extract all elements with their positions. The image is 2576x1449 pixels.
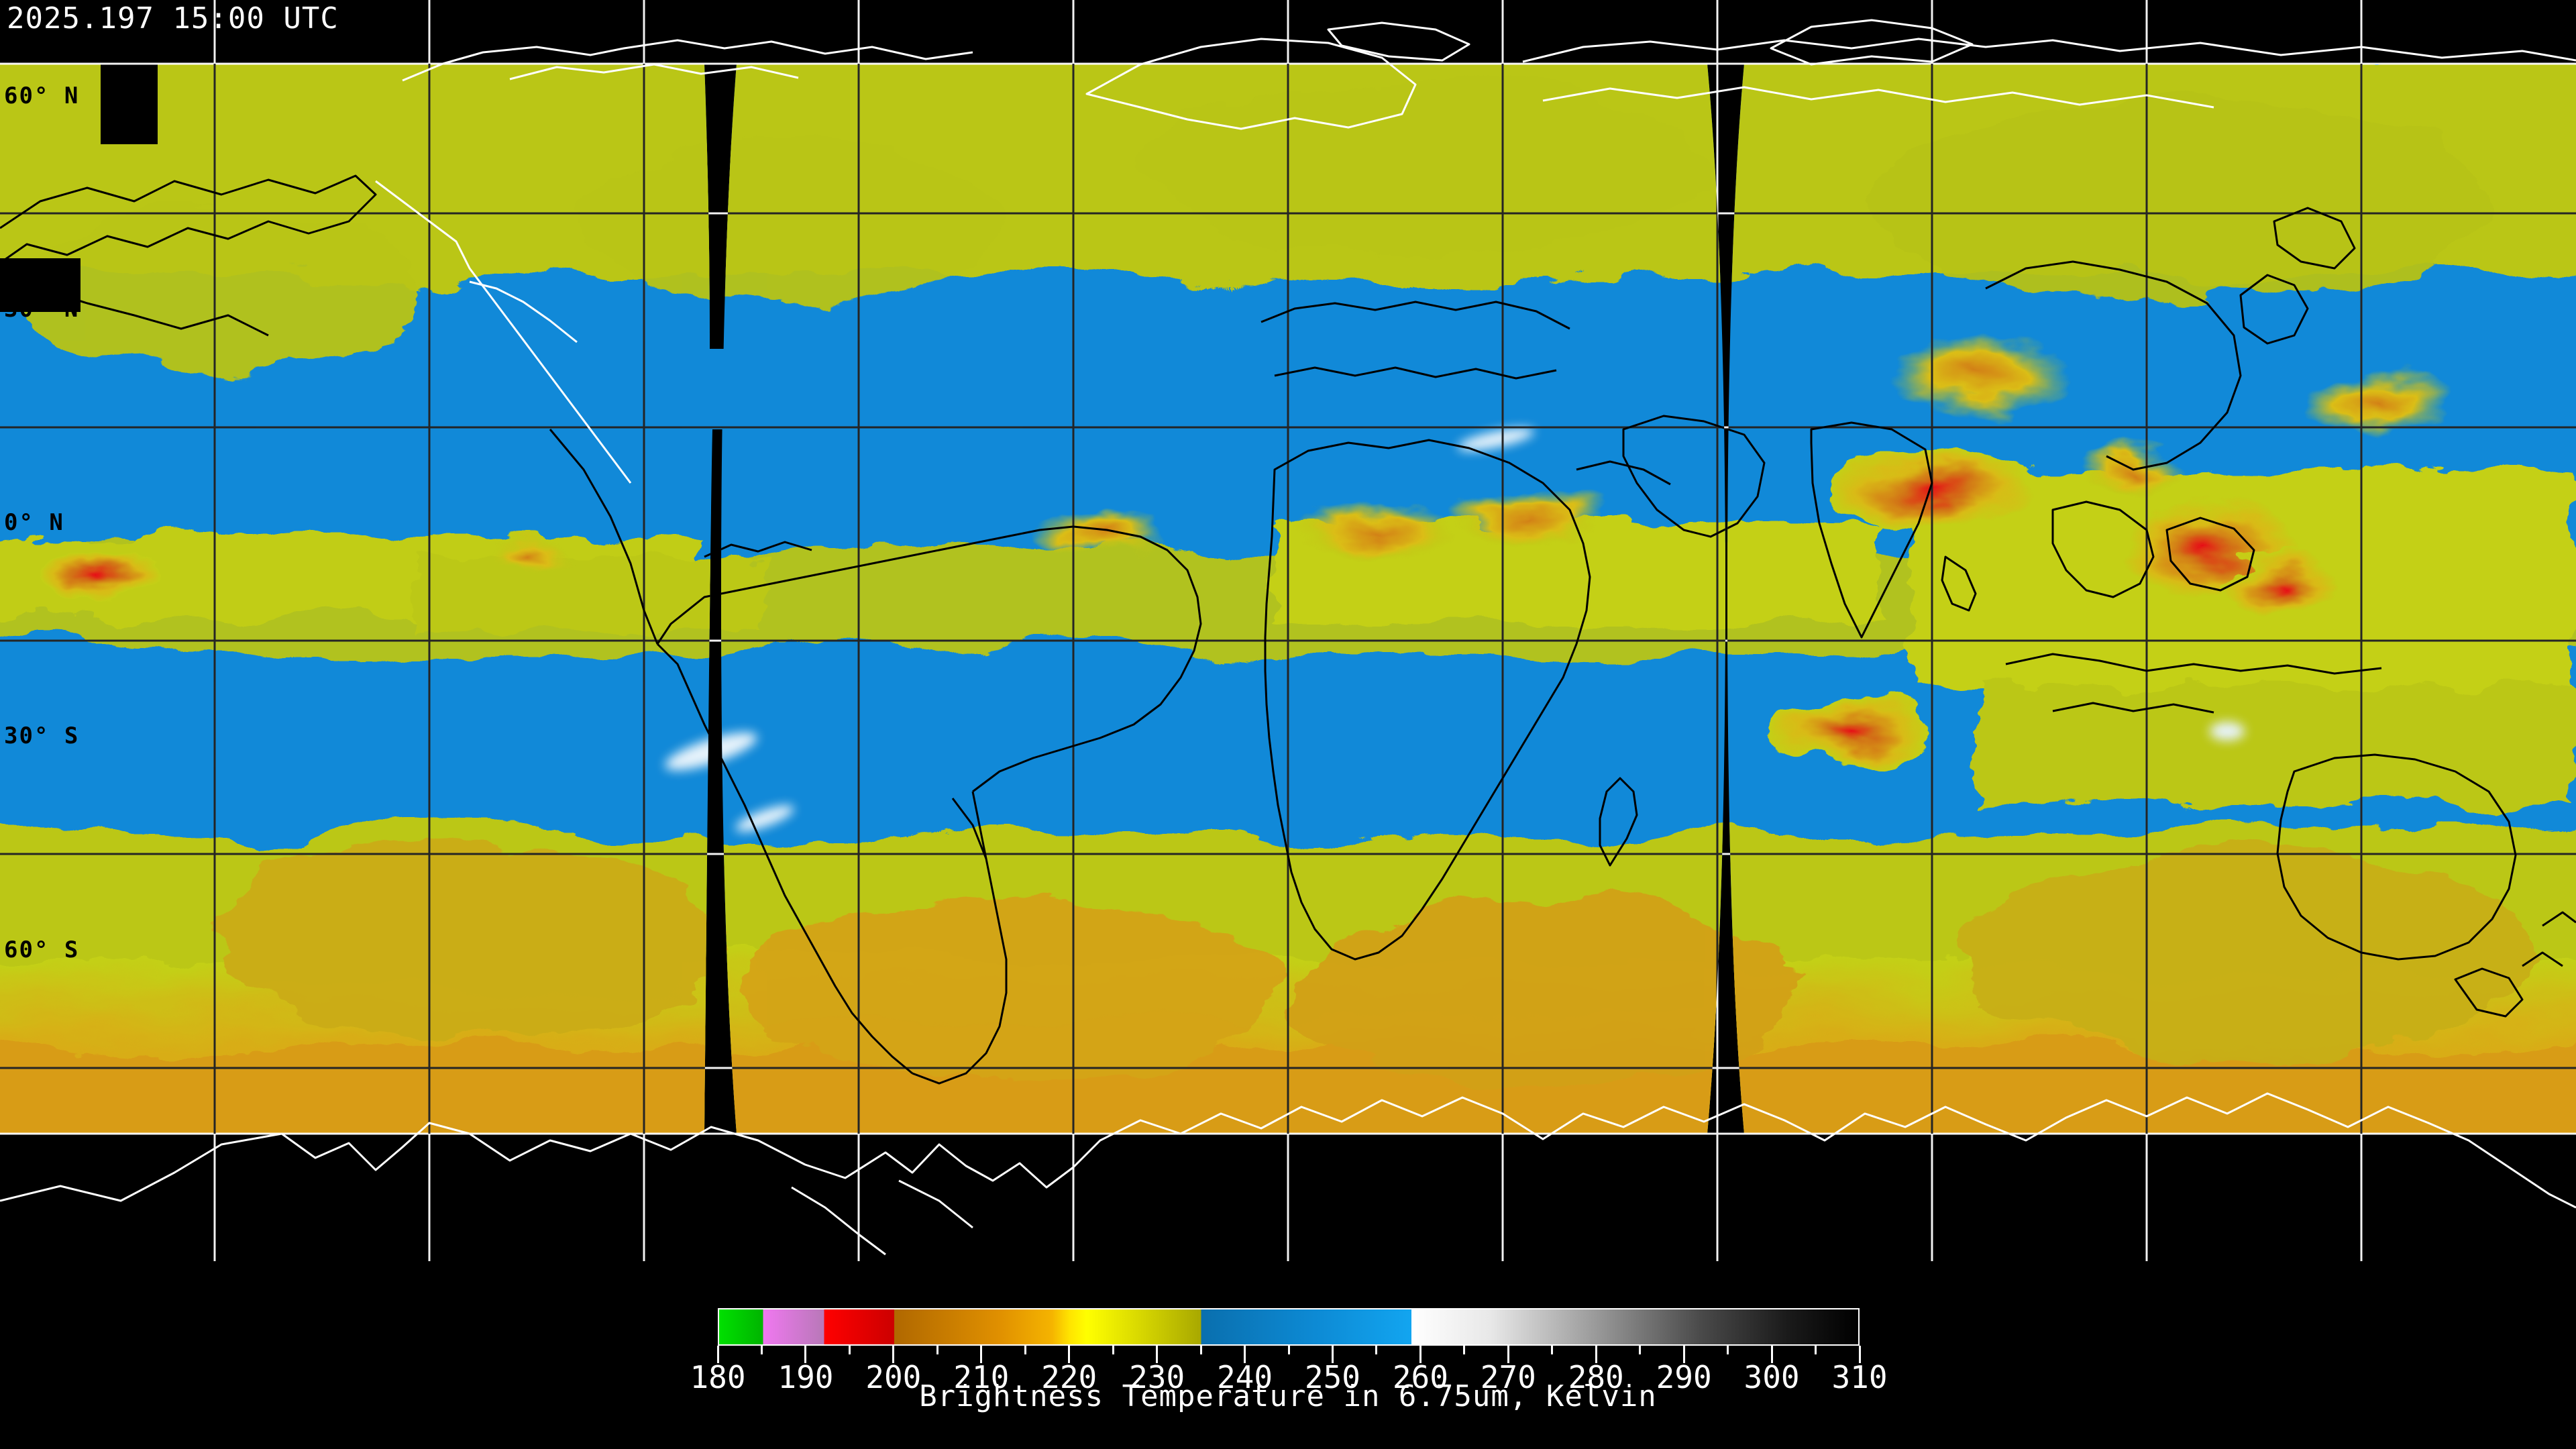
satellite-composite-image (0, 0, 2576, 1261)
colorbar-caption: Brightness Temperature in 6.75um, Kelvin (919, 1379, 1657, 1413)
colorbar-label-300: 300 (1743, 1359, 1800, 1395)
colorbar-legend: 180 190 200 210 220 230 240 250 260 270 280 290 300 3… (0, 1295, 2576, 1449)
colorbar-gradient (718, 1308, 1860, 1346)
colorbar-tick-280 (1595, 1346, 1597, 1363)
lat-label-30s: 30° S (4, 722, 80, 749)
colorbar-tick-235 (1199, 1346, 1202, 1354)
colorbar-label-200: 200 (865, 1359, 922, 1395)
lat-label-0n: 0° N (4, 509, 64, 536)
bt-nh-storm-swirls (20, 80, 2489, 369)
colorbar-tick-180 (716, 1346, 719, 1363)
colorbar-tick-185 (760, 1346, 763, 1354)
colorbar-label-220: 220 (1041, 1359, 1097, 1395)
colorbar-tick-305 (1815, 1346, 1817, 1354)
map-canvas: 60° N 30° N 0° N 30° S 60° S (0, 0, 2576, 1261)
coastlines-over-data (0, 174, 2576, 1085)
colorbar-tick-200 (892, 1346, 895, 1363)
colorbar-tick-190 (804, 1346, 807, 1363)
colorbar-label-180: 180 (690, 1359, 746, 1395)
colorbar-tick-290 (1682, 1346, 1685, 1363)
colorbar-tick-275 (1551, 1346, 1554, 1354)
colorbar-label-190: 190 (777, 1359, 834, 1395)
colorbar-tick-215 (1024, 1346, 1026, 1354)
colorbar-tick-240 (1244, 1346, 1246, 1363)
colorbar-tick-255 (1375, 1346, 1378, 1354)
colorbar-tick-210 (980, 1346, 983, 1363)
colorbar-tick-250 (1331, 1346, 1334, 1363)
colorbar-ticks (716, 1346, 1861, 1366)
colorbar-label-280: 280 (1568, 1359, 1624, 1395)
lat-label-60n: 60° N (4, 83, 80, 109)
colorbar-tick-295 (1727, 1346, 1729, 1354)
colorbar-label-270: 270 (1480, 1359, 1536, 1395)
colorbar-tick-195 (848, 1346, 851, 1354)
colorbar-label-240: 240 (1216, 1359, 1273, 1395)
colorbar-tick-230 (1156, 1346, 1159, 1363)
colorbar-label-250: 250 (1304, 1359, 1360, 1395)
colorbar-label-230: 230 (1129, 1359, 1185, 1395)
colorbar-tick-265 (1463, 1346, 1466, 1354)
colorbar-tick-225 (1112, 1346, 1114, 1354)
colorbar-label-310: 310 (1831, 1359, 1888, 1395)
colorbar-tick-285 (1639, 1346, 1642, 1354)
colorbar-tick-205 (936, 1346, 938, 1354)
colorbar-tick-300 (1770, 1346, 1773, 1363)
lat-label-60s: 60° S (4, 936, 80, 963)
colorbar-label-290: 290 (1656, 1359, 1712, 1395)
colorbar-tick-310 (1858, 1346, 1861, 1363)
colorbar-tick-245 (1287, 1346, 1290, 1354)
colorbar-tick-260 (1419, 1346, 1421, 1363)
colorbar-tick-220 (1068, 1346, 1071, 1363)
colorbar-tick-labels: 180 190 200 210 220 230 240 250 260 270 280 290 300 3… (0, 1362, 2576, 1402)
coastlines-over-space (0, 19, 2576, 1256)
colorbar-label-260: 260 (1392, 1359, 1448, 1395)
lat-label-30n: 30° N (4, 296, 80, 323)
colorbar-label-210: 210 (953, 1359, 1010, 1395)
timestamp-label: 2025.197 15:00 UTC (7, 1, 339, 36)
colorbar-tick-270 (1507, 1346, 1509, 1363)
